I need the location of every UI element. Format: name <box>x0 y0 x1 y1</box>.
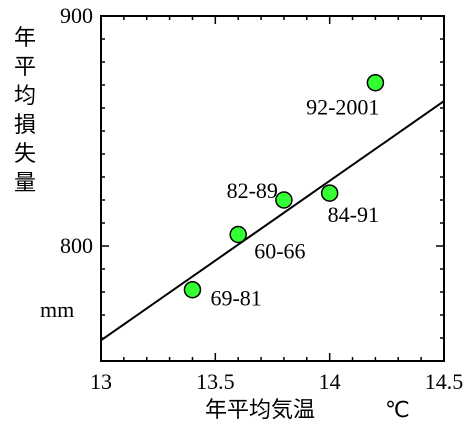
y-axis-unit: mm <box>40 297 74 322</box>
point-label: 60-66 <box>254 239 305 264</box>
x-tick-label: 14.5 <box>425 369 464 394</box>
x-axis-unit: ℃ <box>385 398 410 423</box>
axis-ticks <box>100 15 445 362</box>
data-point <box>275 191 293 209</box>
y-tick-label: 800 <box>60 233 93 258</box>
point-label: 84-91 <box>328 202 379 227</box>
y-axis-label: 年平均損失量 <box>14 26 36 196</box>
trend-line <box>100 100 445 342</box>
x-tick-label: 13 <box>90 369 112 394</box>
data-point <box>183 280 202 299</box>
plot-frame <box>100 15 445 362</box>
x-tick-label: 14 <box>319 369 341 394</box>
point-label: 92-2001 <box>306 95 379 120</box>
point-labels: 69-81 60-66 82-89 84-91 92-2001 <box>210 95 379 311</box>
tick-labels: 13 13.5 14 14.5 800 900 <box>60 3 463 394</box>
point-label: 82-89 <box>227 178 278 203</box>
x-tick-label: 13.5 <box>196 369 235 394</box>
data-point <box>320 184 339 202</box>
y-tick-label: 900 <box>60 3 93 28</box>
data-point <box>366 73 385 92</box>
data-point <box>229 225 247 244</box>
data-points <box>183 73 385 299</box>
x-axis-label: 年平均気温 <box>205 398 315 423</box>
point-label: 69-81 <box>210 286 261 311</box>
